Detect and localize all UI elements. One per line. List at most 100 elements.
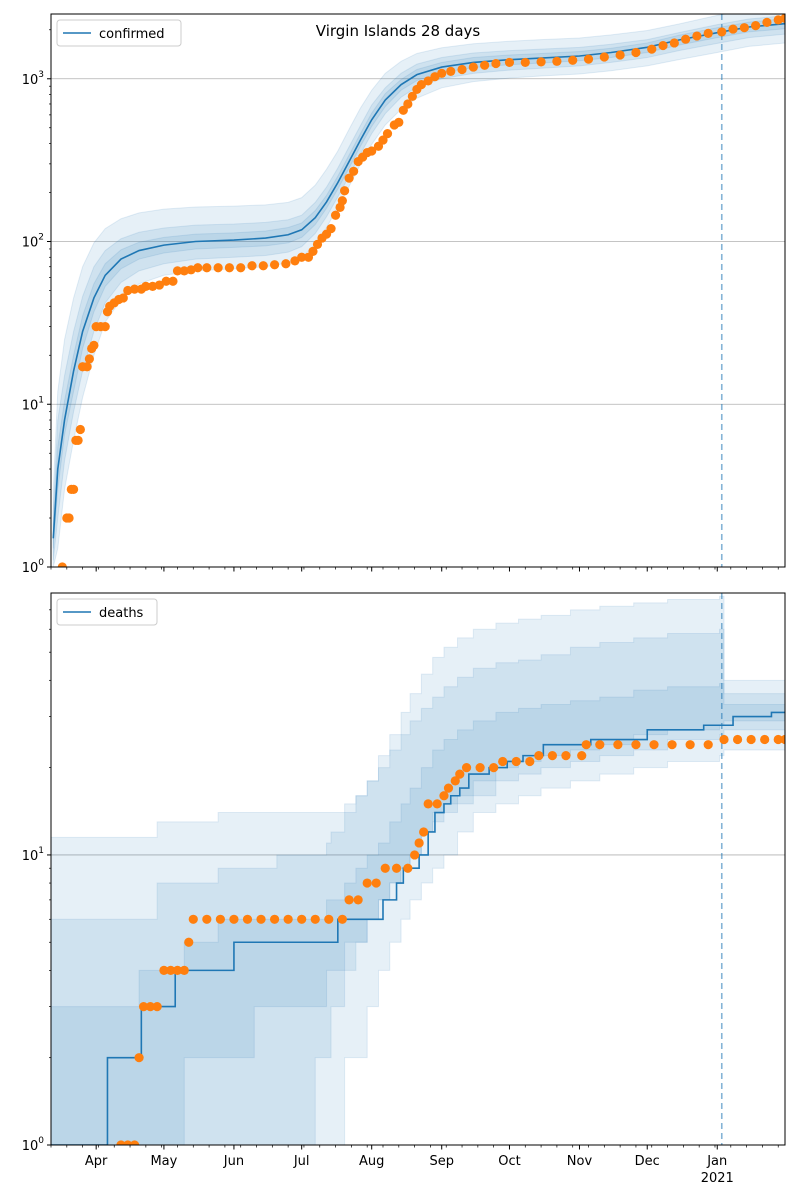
- deaths-xtick-label-1: May: [150, 1154, 177, 1169]
- confirmed-observed-point-44: [308, 246, 318, 256]
- confirmed-observed-point-41: [290, 256, 300, 266]
- deaths-model-line: [51, 711, 785, 1145]
- deaths-observed-point-61: [760, 734, 770, 745]
- deaths-observed-point-4: [138, 1002, 149, 1012]
- deaths-observed-point-2: [129, 1140, 140, 1145]
- confirmed-observed-point-75: [480, 60, 490, 70]
- deaths-observed-point-56: [685, 740, 695, 750]
- confirmed-observed-point-84: [615, 50, 625, 60]
- confirmed-observed-point-37: [247, 261, 257, 271]
- deaths-observed-point-19: [283, 914, 293, 924]
- confirmed-observed-point-38: [258, 261, 268, 271]
- confirmed-observed-point-26: [154, 280, 165, 290]
- deaths-observed-point-53: [631, 740, 641, 750]
- deaths-observed-point-49: [577, 751, 587, 761]
- deaths-observed-point-51: [595, 740, 605, 750]
- confirmed-legend-label: confirmed: [99, 27, 165, 42]
- confirmed-observed-point-83: [599, 52, 609, 62]
- confirmed-observed-point-52: [340, 186, 350, 196]
- deaths-observed-point-3: [134, 1053, 144, 1063]
- confirmed-observed-point-20: [118, 293, 128, 303]
- deaths-observed-point-40: [461, 763, 472, 773]
- deaths-observed-point-37: [443, 783, 454, 793]
- confirmed-band-1: [52, 15, 785, 561]
- deaths-observed-point-29: [391, 863, 402, 873]
- confirmed-observed-point-63: [394, 117, 404, 127]
- confirmed-observed-point-96: [762, 17, 772, 27]
- confirmed-observed-point-36: [236, 263, 246, 273]
- deaths-observed-point-55: [667, 740, 677, 750]
- confirmed-observed-point-7: [75, 424, 85, 435]
- deaths-observed-point-6: [152, 1002, 162, 1012]
- deaths-band-0: [51, 595, 785, 1145]
- deaths-observed-point-13: [202, 914, 212, 924]
- confirmed-observed-point-88: [669, 38, 679, 48]
- confirmed-observed-point-86: [647, 44, 657, 54]
- confirmed-observed-point-92: [717, 27, 727, 37]
- deaths-observed-point-54: [649, 740, 659, 750]
- confirmed-observed-point-85: [631, 47, 641, 58]
- deaths-observed-point-32: [414, 838, 424, 848]
- confirmed-observed-point-40: [281, 259, 291, 269]
- deaths-observed-point-45: [525, 756, 535, 767]
- deaths-observed-point-35: [432, 799, 442, 809]
- deaths-observed-point-30: [403, 863, 413, 873]
- deaths-observed-point-7: [159, 965, 169, 975]
- confirmed-observed-point-2: [64, 513, 74, 523]
- confirmed-observed-point-65: [403, 99, 413, 109]
- confirmed-observed-point-76: [491, 58, 501, 69]
- deaths-xtick-label-5: Sep: [429, 1154, 454, 1169]
- confirmed-band-2: [52, 18, 785, 549]
- deaths-observed-point-20: [297, 914, 307, 924]
- deaths-observed-point-52: [613, 740, 623, 750]
- confirmed-observed-point-53: [344, 173, 354, 183]
- confirmed-observed-point-4: [68, 484, 79, 494]
- deaths-observed-point-17: [256, 914, 266, 924]
- confirmed-observed-point-12: [89, 340, 99, 350]
- deaths-xtick-label-9: Jan: [706, 1154, 727, 1169]
- confirmed-observed-point-58: [367, 146, 377, 156]
- confirmed-observed-point-22: [129, 284, 140, 294]
- deaths-xtick-label-0: Apr: [85, 1154, 108, 1169]
- deaths-observed-point-18: [269, 914, 280, 924]
- deaths-observed-point-0: [116, 1140, 126, 1145]
- deaths-observed-point-31: [410, 850, 420, 860]
- confirmed-observed-point-80: [552, 56, 562, 66]
- deaths-observed-point-25: [353, 895, 363, 905]
- deaths-observed-point-41: [475, 763, 485, 773]
- deaths-observed-point-23: [337, 914, 347, 924]
- deaths-observed-point-21: [310, 914, 320, 924]
- deaths-observed-point-34: [423, 799, 433, 809]
- deaths-xtick-label-7: Nov: [567, 1154, 593, 1169]
- confirmed-observed-point-35: [224, 263, 235, 273]
- confirmed-legend-box: [56, 19, 182, 47]
- confirmed-observed-point-39: [269, 260, 280, 270]
- confirmed-observed-point-68: [416, 80, 426, 90]
- confirmed-observed-point-64: [398, 105, 408, 115]
- deaths-observed-point-27: [371, 878, 381, 888]
- confirmed-observed-point-30: [179, 266, 189, 276]
- confirmed-observed-point-29: [172, 266, 183, 276]
- confirmed-observed-point-60: [378, 135, 388, 145]
- confirmed-observed-point-93: [728, 24, 738, 34]
- deaths-observed-point-59: [732, 734, 743, 745]
- confirmed-observed-point-34: [213, 263, 223, 273]
- confirmed-observed-point-61: [382, 129, 393, 139]
- confirmed-observed-point-45: [312, 239, 323, 249]
- confirmed-observed-point-0: [57, 562, 67, 567]
- confirmed-observed-point-78: [520, 57, 530, 68]
- confirmed-observed-point-90: [692, 31, 702, 41]
- deaths-observed-point-14: [215, 914, 225, 924]
- deaths-band-1: [51, 628, 785, 1145]
- deaths-legend-box: [56, 598, 158, 626]
- deaths-observed-point-62: [773, 734, 783, 745]
- confirmed-observed-point-54: [349, 166, 359, 176]
- deaths-observed-point-10: [179, 965, 189, 975]
- figure-title: Virgin Islands 28 days: [316, 22, 481, 40]
- deaths-observed-point-12: [188, 914, 198, 924]
- confirmed-observed-point-74: [468, 62, 478, 72]
- deaths-observed-point-63: [780, 734, 785, 745]
- confirmed-observed-point-98: [780, 14, 785, 23]
- confirmed-observed-point-87: [658, 40, 668, 51]
